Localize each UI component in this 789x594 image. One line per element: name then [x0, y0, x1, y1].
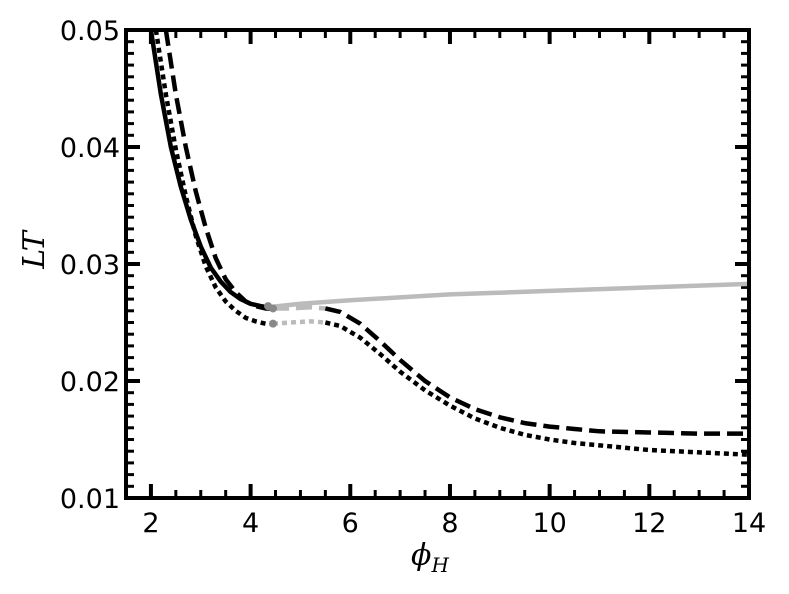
- plot-frame: [124, 28, 751, 500]
- series-line-solid-0: [148, 30, 269, 310]
- transition-point-marker: [269, 304, 278, 313]
- y-tick-label: 0.05: [60, 16, 120, 47]
- series-line-dashed-3: [273, 305, 326, 311]
- y-tick-label: 0.01: [60, 484, 120, 515]
- x-tick-label: 14: [732, 508, 766, 539]
- y-tick-label: 0.03: [60, 250, 120, 281]
- y-axis-label: LT: [17, 229, 52, 269]
- x-axis-label: ϕH: [411, 538, 449, 577]
- x-tick-label: 6: [342, 508, 359, 539]
- x-tick-label: 12: [632, 508, 666, 539]
- marker-layer: [264, 302, 278, 328]
- x-tick-label: 4: [242, 508, 259, 539]
- y-tick-label: 0.04: [60, 133, 120, 164]
- y-tick-label: 0.02: [60, 367, 120, 398]
- series-line-dotted-6: [272, 319, 326, 326]
- x-tick-label: 2: [142, 508, 159, 539]
- x-tick-label: 8: [441, 508, 458, 539]
- series-line-dashed-2: [163, 30, 274, 311]
- transition-point-marker: [269, 319, 278, 328]
- series-line-dotted-7: [324, 320, 749, 457]
- x-tick-label: 10: [532, 508, 566, 539]
- series-line-solid-1: [267, 281, 749, 310]
- series-line-dashed-4: [324, 306, 749, 436]
- series-layer: [148, 30, 749, 457]
- tick-labels: 2 4 6 8 10 12 14 0.01 0.02 0.03 0.04 0.05: [60, 16, 766, 539]
- series-line-dotted-5: [153, 30, 274, 326]
